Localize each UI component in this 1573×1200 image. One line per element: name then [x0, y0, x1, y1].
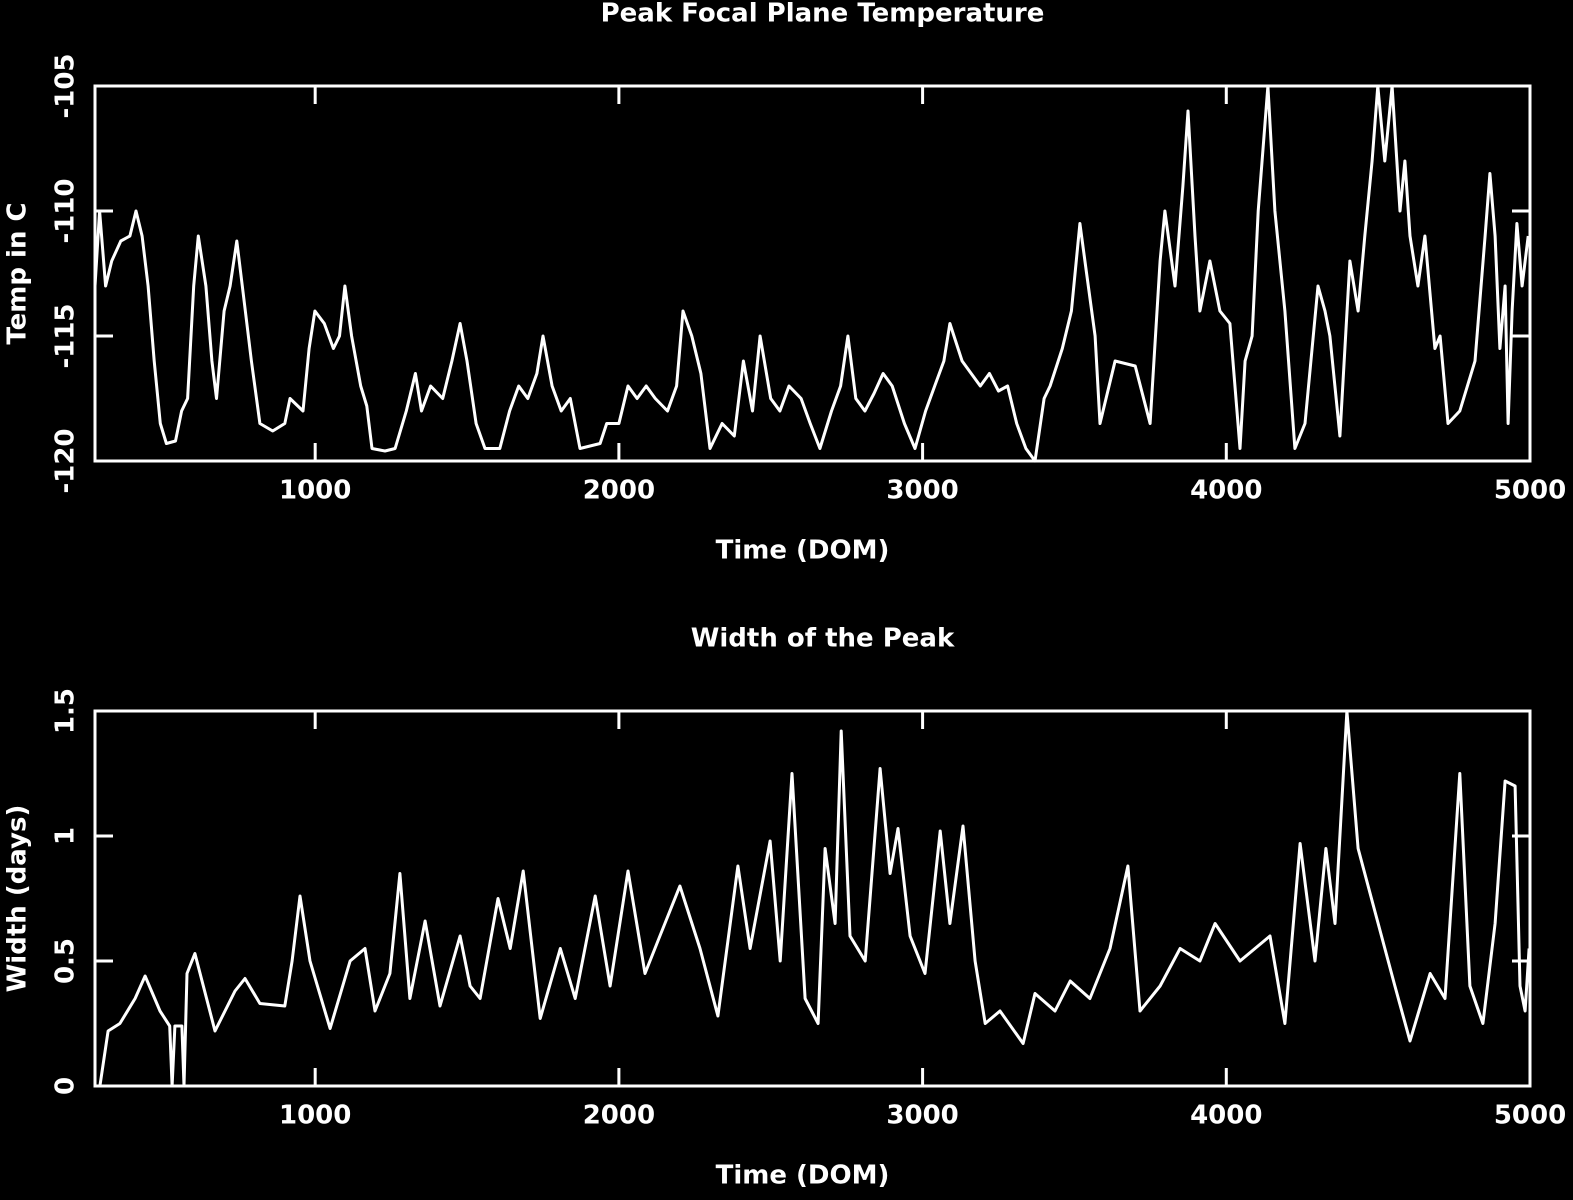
- y-tick-label: 0: [51, 1077, 81, 1095]
- y-tick-label: 1.5: [51, 688, 81, 734]
- x-tick-label: 4000: [1190, 476, 1262, 506]
- x-tick-label: 4000: [1190, 1101, 1262, 1131]
- y-axis-title: Width (days): [3, 805, 33, 993]
- chart-title: Width of the Peak: [691, 624, 955, 654]
- y-tick-label: -120: [51, 428, 81, 493]
- y-axis-title: Temp in C: [3, 202, 33, 344]
- plot-frame: [93, 84, 1532, 463]
- data-line: [93, 84, 1530, 463]
- x-tick-label: 5000: [1494, 1101, 1566, 1131]
- x-axis-title: Time (DOM): [716, 536, 890, 566]
- y-tick-label: 1: [51, 827, 81, 845]
- y-tick-label: -110: [51, 178, 81, 243]
- y-tick-label: -115: [51, 303, 81, 368]
- x-tick-label: 2000: [583, 1101, 655, 1131]
- x-tick-label: 5000: [1494, 476, 1566, 506]
- x-axis-title: Time (DOM): [716, 1161, 890, 1191]
- x-tick-label: 1000: [279, 476, 351, 506]
- x-tick-label: 3000: [886, 1101, 958, 1131]
- x-tick-label: 1000: [279, 1101, 351, 1131]
- y-tick-label: -105: [51, 53, 81, 118]
- chart-title: Peak Focal Plane Temperature: [601, 0, 1045, 29]
- x-tick-label: 3000: [886, 476, 958, 506]
- data-line: [98, 709, 1531, 1088]
- plot-frame: [93, 709, 1532, 1088]
- x-tick-label: 2000: [583, 476, 655, 506]
- y-tick-label: 0.5: [51, 938, 81, 984]
